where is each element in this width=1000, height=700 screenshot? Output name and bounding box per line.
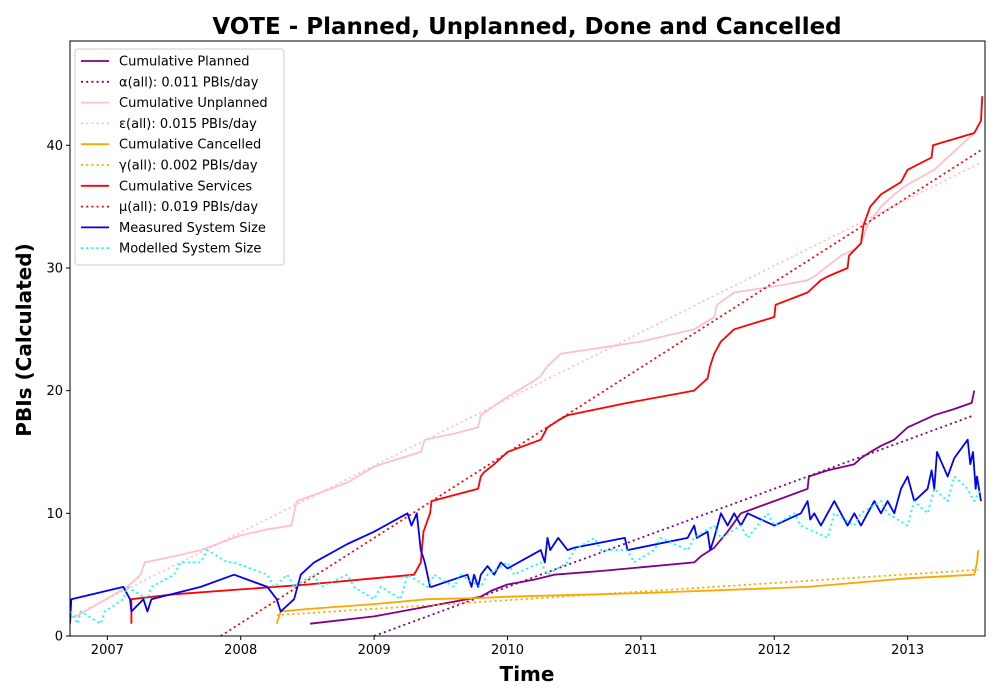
legend-label-2: Cumulative Unplanned [119,96,268,111]
y-axis-label: PBIs (Calculated) [12,243,36,436]
x-tick-label-3: 2010 [491,643,524,658]
x-tick-label-2: 2009 [358,643,391,658]
legend-label-8: Measured System Size [119,221,266,236]
legend-label-1: α(all): 0.011 PBIs/day [119,75,259,90]
legend-label-5: γ(all): 0.002 PBIs/day [119,159,258,174]
series-line-3 [70,161,982,619]
y-tick-label-4: 40 [46,139,63,154]
legend-label-4: Cumulative Cancelled [119,138,261,153]
legend-label-7: μ(all): 0.019 PBIs/day [119,200,258,215]
x-tick-label-0: 2007 [91,643,124,658]
x-axis-label: Time [500,662,555,686]
x-tick-label-1: 2008 [224,643,257,658]
plot-area [70,96,984,636]
axis-ticks: 2007 2008 2009 2010 2011 2012 2013 0 10 20 30 40 [46,139,924,658]
series-line-4 [275,550,980,624]
series-line-9 [70,475,982,625]
x-tick-label-6: 2013 [891,643,924,658]
y-tick-label-2: 20 [46,384,63,399]
y-tick-label-0: 0 [55,630,63,645]
y-tick-label-1: 10 [46,507,63,522]
legend-box [74,48,285,266]
series-line-0 [309,390,976,625]
x-tick-label-5: 2012 [758,643,791,658]
legend-label-9: Modelled System Size [119,242,261,257]
legend-label-0: Cumulative Planned [119,55,249,70]
chart-title: VOTE - Planned, Unplanned, Done and Canc… [212,14,841,40]
series-line-2 [73,120,982,619]
series-line-8 [70,438,982,624]
legend-label-6: Cumulative Services [119,179,252,194]
y-tick-label-3: 30 [46,261,63,276]
x-tick-label-4: 2011 [624,643,657,658]
legend: Cumulative Planned α(all): 0.011 PBIs/day… [74,48,285,266]
legend-label-3: ε(all): 0.015 PBIs/day [119,117,257,132]
plot-frame [69,40,986,637]
